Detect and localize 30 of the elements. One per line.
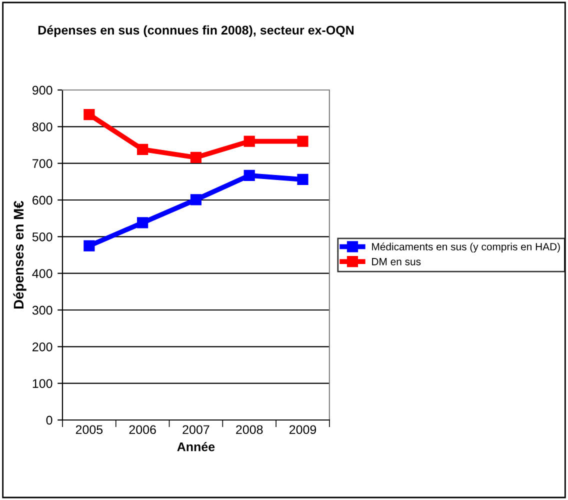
y-tick-label: 300 [32, 306, 52, 315]
x-axis-title: Année [177, 442, 215, 452]
y-tick-label: 200 [32, 342, 52, 352]
point [190, 194, 202, 206]
y-tick-label: 500 [32, 232, 52, 242]
y-tick-label: 600 [32, 196, 52, 205]
x-tick-label: 2005 [76, 425, 103, 434]
point [84, 109, 95, 120]
legend-label: Médicaments en sus (y compris en HAD) [372, 242, 560, 252]
y-tick-label: 400 [32, 269, 52, 278]
x-tick-label: 2006 [129, 425, 156, 434]
chart-title: Dépenses en sus (connues fin 2008), secteur ex-OQN [38, 25, 354, 38]
x-tick-label: 2007 [182, 425, 210, 434]
y-tick-label: 700 [32, 159, 52, 168]
x-tick-label: 2008 [236, 425, 263, 434]
y-tick-label: 900 [32, 86, 52, 95]
point [297, 136, 308, 147]
point [137, 217, 148, 228]
y-tick-label: 0 [46, 416, 52, 425]
point [244, 170, 255, 181]
x-tick-label: 2009 [289, 425, 316, 434]
point [84, 240, 95, 252]
point [190, 152, 202, 164]
legend-label: DM en sus [372, 258, 421, 266]
y-tick-label: 800 [32, 122, 52, 132]
point [297, 174, 308, 186]
y-tick-label: 100 [32, 379, 52, 388]
point [244, 136, 255, 147]
y-axis-title: Dépenses en M€ [13, 200, 26, 308]
point [137, 144, 148, 155]
